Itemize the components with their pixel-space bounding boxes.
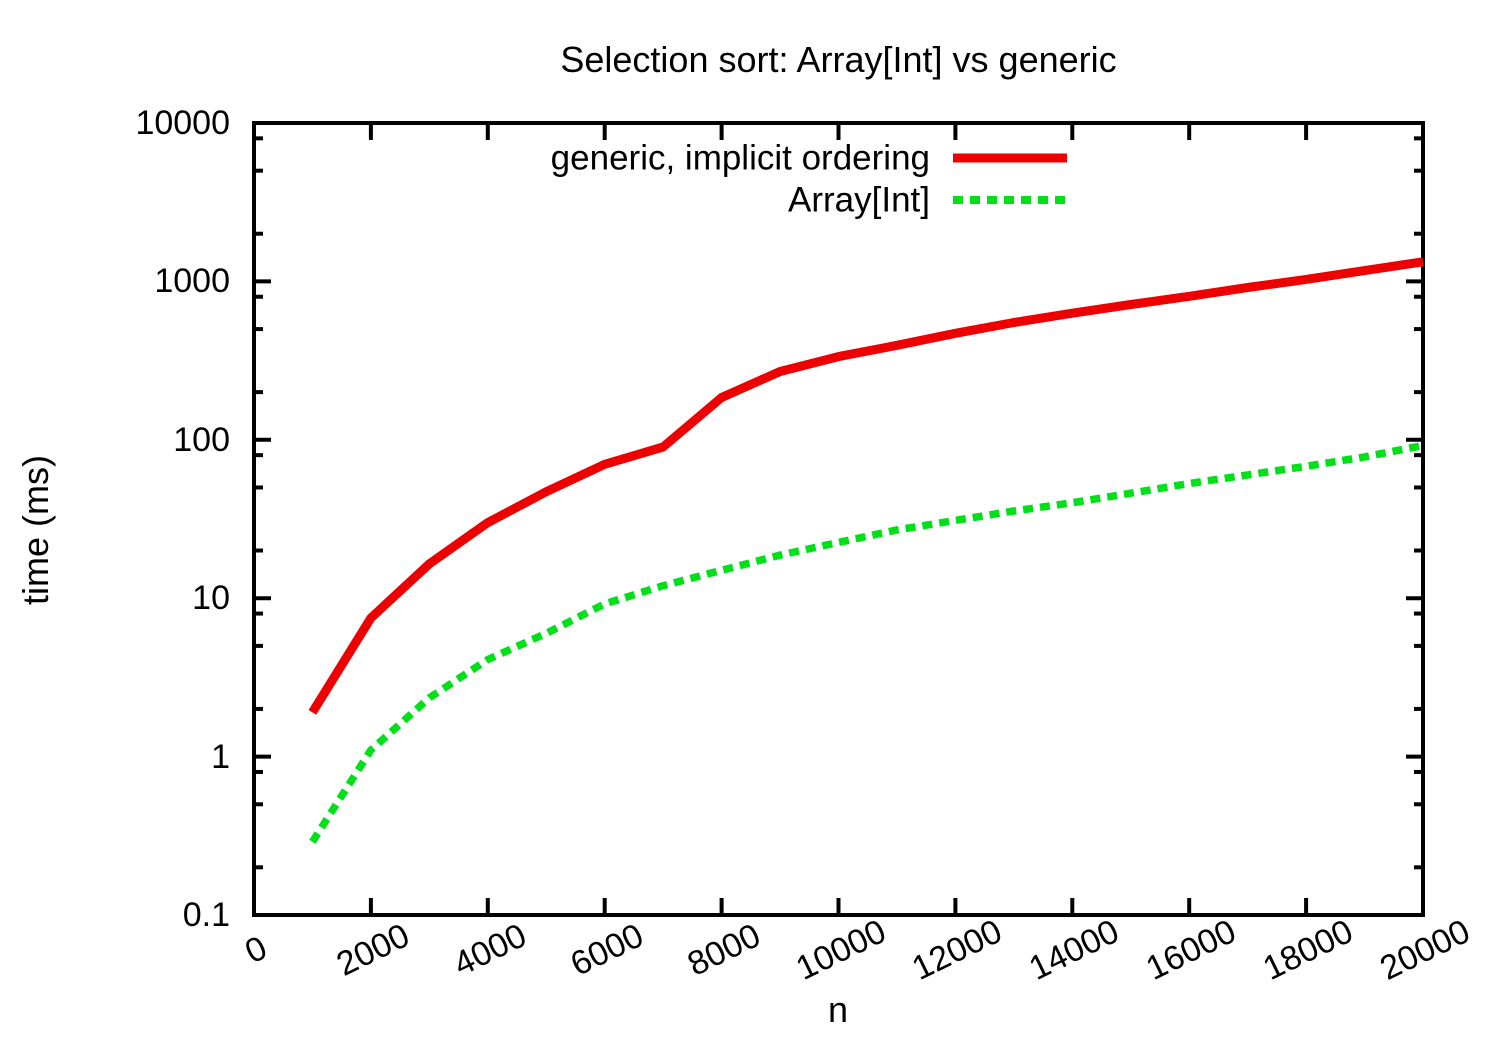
y-tick-label: 10 <box>192 579 230 618</box>
y-tick-label: 1000 <box>154 262 230 301</box>
y-tick-label: 0.1 <box>182 896 230 934</box>
series-line <box>308 257 1424 715</box>
y-tick-label: 1 <box>211 737 230 776</box>
legend-label: Array[Int] <box>788 180 930 220</box>
y-tick-label: 10000 <box>135 104 230 142</box>
chart-title: Selection sort: Array[Int] vs generic <box>560 39 1117 80</box>
y-tick-label: 100 <box>173 420 230 459</box>
legend-swatch <box>953 196 1067 204</box>
x-axis-title: n <box>827 989 849 1030</box>
series-line <box>309 441 1424 844</box>
legend-swatch <box>953 153 1067 163</box>
legend-label: generic, implicit ordering <box>550 138 930 178</box>
plot-border <box>252 121 1425 917</box>
